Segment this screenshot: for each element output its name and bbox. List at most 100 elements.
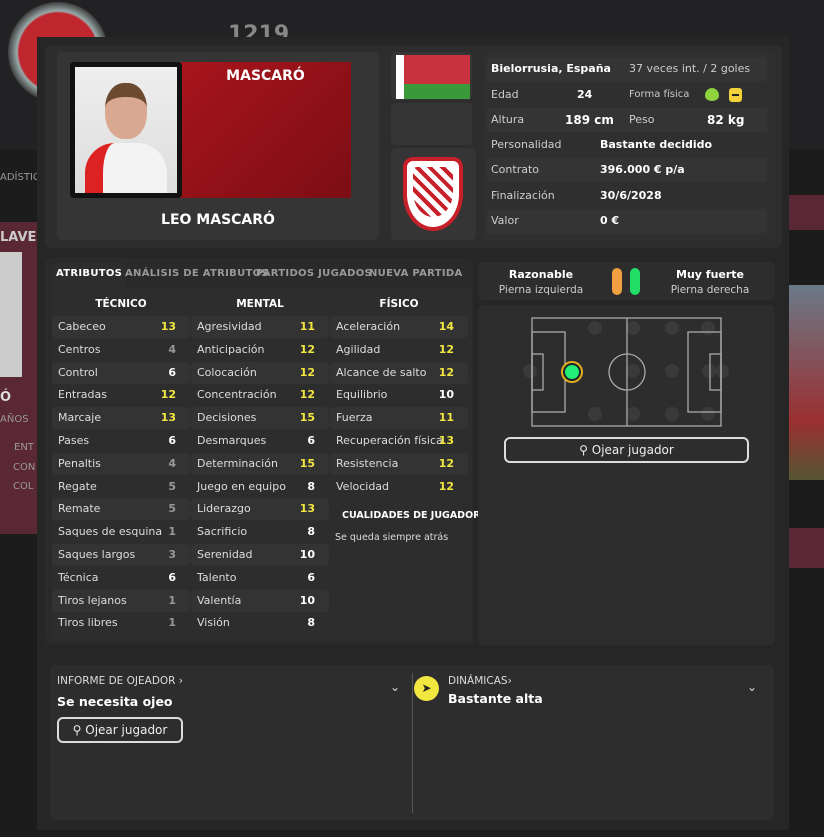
scout-report-link[interactable]: INFORME DE OJEADOR › bbox=[57, 675, 184, 687]
attribute-row[interactable]: Tiros lejanos 1 bbox=[52, 589, 190, 612]
attribute-name: Control bbox=[58, 365, 98, 379]
attribute-row[interactable]: Anticipación 12 bbox=[191, 339, 329, 361]
scout-button-label: Ojear jugador bbox=[591, 443, 674, 457]
attribute-value: 4 bbox=[168, 456, 176, 470]
attribute-value: 1 bbox=[168, 525, 176, 539]
attribute-row[interactable]: Tiros libres 1 bbox=[52, 612, 190, 634]
right-boot-icon bbox=[630, 268, 640, 295]
attribute-value: 10 bbox=[299, 548, 315, 561]
attribute-row[interactable]: Aceleración 14 bbox=[330, 316, 468, 338]
attribute-name: Visión bbox=[197, 616, 230, 630]
tab-attributes[interactable]: ATRIBUTOS bbox=[52, 263, 127, 289]
background-panel: LAVE Ó AÑOS ENT CON COL bbox=[0, 222, 40, 534]
attribute-row[interactable]: Desmarques 6 bbox=[191, 430, 329, 452]
attribute-name: Determinación bbox=[197, 456, 278, 470]
attribute-row[interactable]: Técnica 6 bbox=[52, 567, 190, 589]
attribute-row[interactable]: Decisiones 15 bbox=[191, 407, 329, 430]
info-row-contract: Contrato 396.000 € p/a bbox=[487, 158, 767, 182]
attribute-name: Serenidad bbox=[197, 548, 253, 561]
attribute-row[interactable]: Cabeceo 13 bbox=[52, 316, 190, 338]
chevron-down-icon[interactable]: ⌄ bbox=[747, 680, 758, 694]
tab-new-match[interactable]: NUEVA PARTIDA bbox=[369, 268, 463, 279]
attribute-row[interactable]: Marcaje 13 bbox=[52, 407, 190, 430]
attribute-row[interactable]: Juego en equipo 8 bbox=[191, 476, 329, 498]
attribute-value: 12 bbox=[438, 456, 454, 470]
attribute-name: Talento bbox=[197, 570, 237, 584]
attribute-name: Desmarques bbox=[197, 434, 267, 447]
attribute-row[interactable]: Concentración 12 bbox=[191, 384, 329, 406]
scout-report-button-label: Ojear jugador bbox=[85, 723, 168, 737]
info-row-age: Edad 24 Forma física bbox=[487, 83, 767, 107]
attribute-value: 11 bbox=[299, 320, 315, 333]
contract-label: Contrato bbox=[491, 163, 540, 176]
scout-report-button[interactable]: ⚲ Ojear jugador bbox=[57, 717, 183, 743]
search-icon: ⚲ bbox=[579, 443, 588, 457]
attribute-value: 3 bbox=[168, 548, 176, 561]
attribute-row[interactable]: Centros 4 bbox=[52, 339, 190, 361]
attribute-row[interactable]: Fuerza 11 bbox=[330, 407, 468, 430]
international-caps: 37 veces int. / 2 goles bbox=[629, 62, 751, 75]
technical-header: TÉCNICO bbox=[95, 298, 147, 310]
background-row: ENT bbox=[14, 442, 34, 453]
attribute-row[interactable]: Recuperación física 13 bbox=[330, 430, 468, 452]
attribute-row[interactable]: Regate 5 bbox=[52, 476, 190, 498]
weight-value: 82 kg bbox=[707, 113, 745, 127]
tab-matches-played[interactable]: PARTIDOS JUGADOS bbox=[256, 268, 373, 279]
attribute-row[interactable]: Sacrificio 8 bbox=[191, 521, 329, 543]
chevron-down-icon[interactable]: ⌄ bbox=[390, 680, 401, 694]
attribute-value: 6 bbox=[168, 570, 176, 584]
attribute-row[interactable]: Colocación 12 bbox=[191, 361, 329, 384]
attribute-row[interactable]: Saques largos 3 bbox=[52, 544, 190, 566]
info-row-nationality: Bielorrusia, España 37 veces int. / 2 go… bbox=[487, 57, 767, 81]
attribute-row[interactable]: Entradas 12 bbox=[52, 384, 190, 406]
club-crest-icon[interactable] bbox=[403, 157, 463, 231]
scout-player-button[interactable]: ⚲ Ojear jugador bbox=[504, 437, 749, 463]
attribute-row[interactable]: Remate 5 bbox=[52, 498, 190, 521]
attribute-row[interactable]: Visión 8 bbox=[191, 612, 329, 634]
attribute-row[interactable]: Resistencia 12 bbox=[330, 452, 468, 475]
attribute-row[interactable]: Agilidad 12 bbox=[330, 339, 468, 361]
attribute-value: 12 bbox=[438, 479, 454, 493]
attribute-row[interactable]: Control 6 bbox=[52, 361, 190, 384]
attribute-row[interactable]: Valentía 10 bbox=[191, 589, 329, 612]
attribute-row[interactable]: Velocidad 12 bbox=[330, 476, 468, 498]
scout-report-title: INFORME DE OJEADOR bbox=[57, 675, 176, 687]
left-boot-icon bbox=[612, 268, 622, 295]
attribute-row[interactable]: Equilibrio 10 bbox=[330, 384, 468, 406]
attribute-name: Saques de esquina bbox=[58, 525, 163, 539]
dynamics-link[interactable]: DINÁMICAS› bbox=[448, 675, 512, 687]
nationality[interactable]: Bielorrusia, España bbox=[491, 62, 611, 75]
attribute-row[interactable]: Saques de esquina 1 bbox=[52, 521, 190, 543]
attribute-row[interactable]: Penaltis 4 bbox=[52, 452, 190, 475]
attribute-row[interactable]: Agresividad 11 bbox=[191, 316, 329, 338]
tab-attribute-analysis[interactable]: ANÁLISIS DE ATRIBUTOS bbox=[125, 268, 269, 279]
attribute-name: Juego en equipo bbox=[197, 479, 286, 493]
background-years: AÑOS bbox=[0, 414, 29, 425]
attribute-value: 12 bbox=[438, 365, 454, 379]
attribute-row[interactable]: Determinación 15 bbox=[191, 452, 329, 475]
attribute-value: 4 bbox=[168, 342, 176, 356]
attribute-value: 6 bbox=[307, 570, 315, 584]
attribute-row[interactable]: Talento 6 bbox=[191, 567, 329, 589]
attribute-value: 8 bbox=[307, 616, 315, 630]
background-tab: ADÍSTIC bbox=[0, 172, 40, 183]
attribute-name: Colocación bbox=[197, 365, 257, 379]
belarus-flag-icon bbox=[396, 55, 470, 99]
background-name: Ó bbox=[0, 390, 12, 405]
background-photo bbox=[0, 252, 22, 377]
attribute-row[interactable]: Alcance de salto 12 bbox=[330, 361, 468, 384]
attribute-value: 11 bbox=[438, 411, 454, 425]
attribute-value: 12 bbox=[299, 342, 315, 356]
attribute-row[interactable]: Liderazgo 13 bbox=[191, 498, 329, 521]
value-label: Valor bbox=[491, 214, 519, 227]
attribute-value: 12 bbox=[299, 365, 315, 379]
background-image bbox=[789, 285, 824, 480]
attribute-value: 5 bbox=[168, 479, 176, 493]
contract-value: 396.000 € p/a bbox=[600, 163, 685, 176]
mental-header: MENTAL bbox=[236, 298, 284, 310]
name-banner: MASCARÓ bbox=[180, 62, 351, 198]
attribute-row[interactable]: Serenidad 10 bbox=[191, 544, 329, 566]
attribute-name: Regate bbox=[58, 479, 97, 493]
attribute-name: Aceleración bbox=[336, 320, 401, 333]
attribute-row[interactable]: Pases 6 bbox=[52, 430, 190, 452]
